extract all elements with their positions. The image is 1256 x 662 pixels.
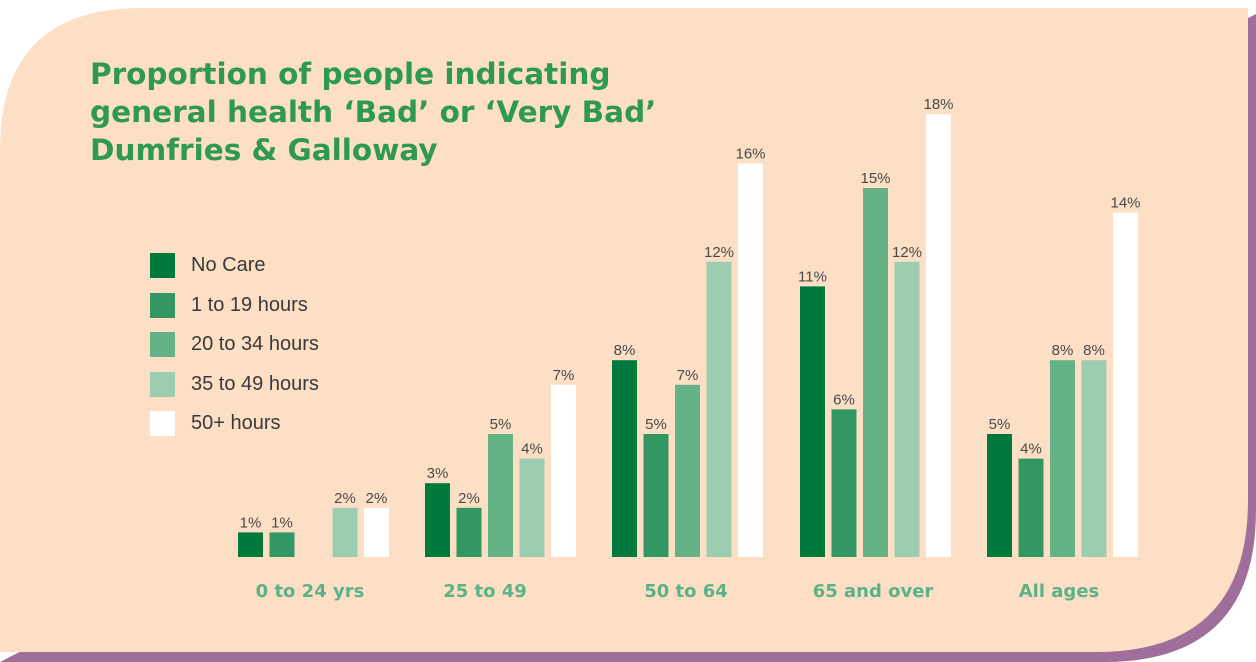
- bar-all-ages-no-care: [987, 434, 1012, 557]
- value-label-65-and-over-1-to-19-hours: 6%: [833, 391, 855, 408]
- value-label-50-to-64-35-to-49-hours: 12%: [704, 244, 734, 261]
- value-label-50-to-64-20-to-34-hours: 7%: [677, 367, 699, 384]
- bar-50-to-64-1-to-19-hours: [643, 434, 669, 557]
- value-label-65-and-over-20-to-34-hours: 15%: [860, 170, 890, 187]
- legend-item-35-to-49-hours: 35 to 49 hours: [150, 365, 319, 405]
- bar-25-to-49-20-to-34-hours: [488, 434, 513, 557]
- bar-25-to-49-50-plus-hours: [551, 384, 576, 557]
- value-label-all-ages-20-to-34-hours: 8%: [1052, 342, 1074, 359]
- value-label-50-to-64-50-plus-hours: 16%: [735, 145, 765, 162]
- category-label-25-to-49: 25 to 49: [443, 581, 527, 602]
- category-label-all-ages: All ages: [1019, 581, 1100, 602]
- bar-65-and-over-no-care: [800, 286, 825, 557]
- chart-title-line-1: Proportion of people indicating: [90, 57, 611, 91]
- legend-swatch-50-plus-hours: [150, 411, 175, 437]
- bar-25-to-49-no-care: [425, 483, 450, 557]
- bar-50-to-64-35-to-49-hours: [706, 261, 732, 557]
- legend-item-1-to-19-hours: 1 to 19 hours: [150, 286, 319, 326]
- bar-65-and-over-50-plus-hours: [926, 114, 951, 557]
- bar-all-ages-50-plus-hours: [1113, 212, 1138, 557]
- value-label-25-to-49-20-to-34-hours: 5%: [490, 416, 512, 433]
- legend-label-50-plus-hours: 50+ hours: [191, 412, 281, 435]
- legend: No Care 1 to 19 hours 20 to 34 hours 35 …: [150, 246, 319, 444]
- value-label-all-ages-50-plus-hours: 14%: [1110, 195, 1140, 212]
- value-label-50-to-64-no-care: 8%: [614, 342, 636, 359]
- legend-swatch-1-to-19-hours: [150, 292, 175, 318]
- bar-0-to-24-yrs-35-to-49-hours: [332, 507, 358, 557]
- bar-50-to-64-20-to-34-hours: [675, 384, 700, 557]
- value-label-0-to-24-yrs-1-to-19-hours: 1%: [271, 514, 293, 531]
- bar-0-to-24-yrs-50-plus-hours: [364, 507, 389, 557]
- legend-item-no-care: No Care: [150, 246, 319, 286]
- chart-title: Proportion of people indicating general …: [90, 55, 656, 169]
- value-label-25-to-49-no-care: 3%: [427, 465, 449, 482]
- value-label-0-to-24-yrs-50-plus-hours: 2%: [366, 490, 388, 507]
- bar-50-to-64-no-care: [612, 360, 637, 557]
- value-label-all-ages-1-to-19-hours: 4%: [1020, 441, 1042, 458]
- category-label-50-to-64: 50 to 64: [644, 581, 728, 602]
- bar-all-ages-1-to-19-hours: [1018, 458, 1044, 557]
- chart-title-line-2: general health ‘Bad’ or ‘Very Bad’: [90, 95, 657, 129]
- bar-0-to-24-yrs-1-to-19-hours: [269, 532, 295, 557]
- value-label-25-to-49-35-to-49-hours: 4%: [521, 441, 543, 458]
- bar-50-to-64-50-plus-hours: [738, 163, 763, 557]
- value-label-25-to-49-50-plus-hours: 7%: [553, 367, 575, 384]
- bar-25-to-49-1-to-19-hours: [456, 507, 482, 557]
- legend-label-20-to-34-hours: 20 to 34 hours: [191, 333, 319, 356]
- value-label-65-and-over-50-plus-hours: 18%: [923, 96, 953, 113]
- value-label-all-ages-35-to-49-hours: 8%: [1083, 342, 1105, 359]
- legend-swatch-no-care: [150, 253, 175, 279]
- bar-65-and-over-20-to-34-hours: [863, 188, 888, 557]
- value-label-50-to-64-1-to-19-hours: 5%: [645, 416, 667, 433]
- bar-65-and-over-35-to-49-hours: [894, 261, 920, 557]
- legend-swatch-35-to-49-hours: [150, 371, 175, 397]
- bar-25-to-49-35-to-49-hours: [519, 458, 545, 557]
- legend-item-50-plus-hours: 50+ hours: [150, 404, 319, 444]
- value-label-0-to-24-yrs-35-to-49-hours: 2%: [334, 490, 356, 507]
- bar-0-to-24-yrs-no-care: [238, 532, 263, 557]
- category-label-0-to-24-yrs: 0 to 24 yrs: [256, 581, 365, 602]
- value-label-25-to-49-1-to-19-hours: 2%: [458, 490, 480, 507]
- value-label-65-and-over-35-to-49-hours: 12%: [892, 244, 922, 261]
- legend-label-35-to-49-hours: 35 to 49 hours: [191, 372, 319, 395]
- legend-item-20-to-34-hours: 20 to 34 hours: [150, 325, 319, 365]
- bar-all-ages-35-to-49-hours: [1081, 360, 1107, 557]
- category-label-65-and-over: 65 and over: [813, 581, 934, 602]
- value-label-65-and-over-no-care: 11%: [798, 268, 827, 285]
- legend-label-no-care: No Care: [191, 254, 266, 277]
- value-label-all-ages-no-care: 5%: [989, 416, 1011, 433]
- legend-label-1-to-19-hours: 1 to 19 hours: [191, 293, 308, 316]
- bar-65-and-over-1-to-19-hours: [831, 409, 857, 557]
- value-label-0-to-24-yrs-no-care: 1%: [240, 514, 262, 531]
- bar-all-ages-20-to-34-hours: [1050, 360, 1075, 557]
- legend-swatch-20-to-34-hours: [150, 332, 175, 358]
- chart-title-line-3: Dumfries & Galloway: [90, 133, 438, 167]
